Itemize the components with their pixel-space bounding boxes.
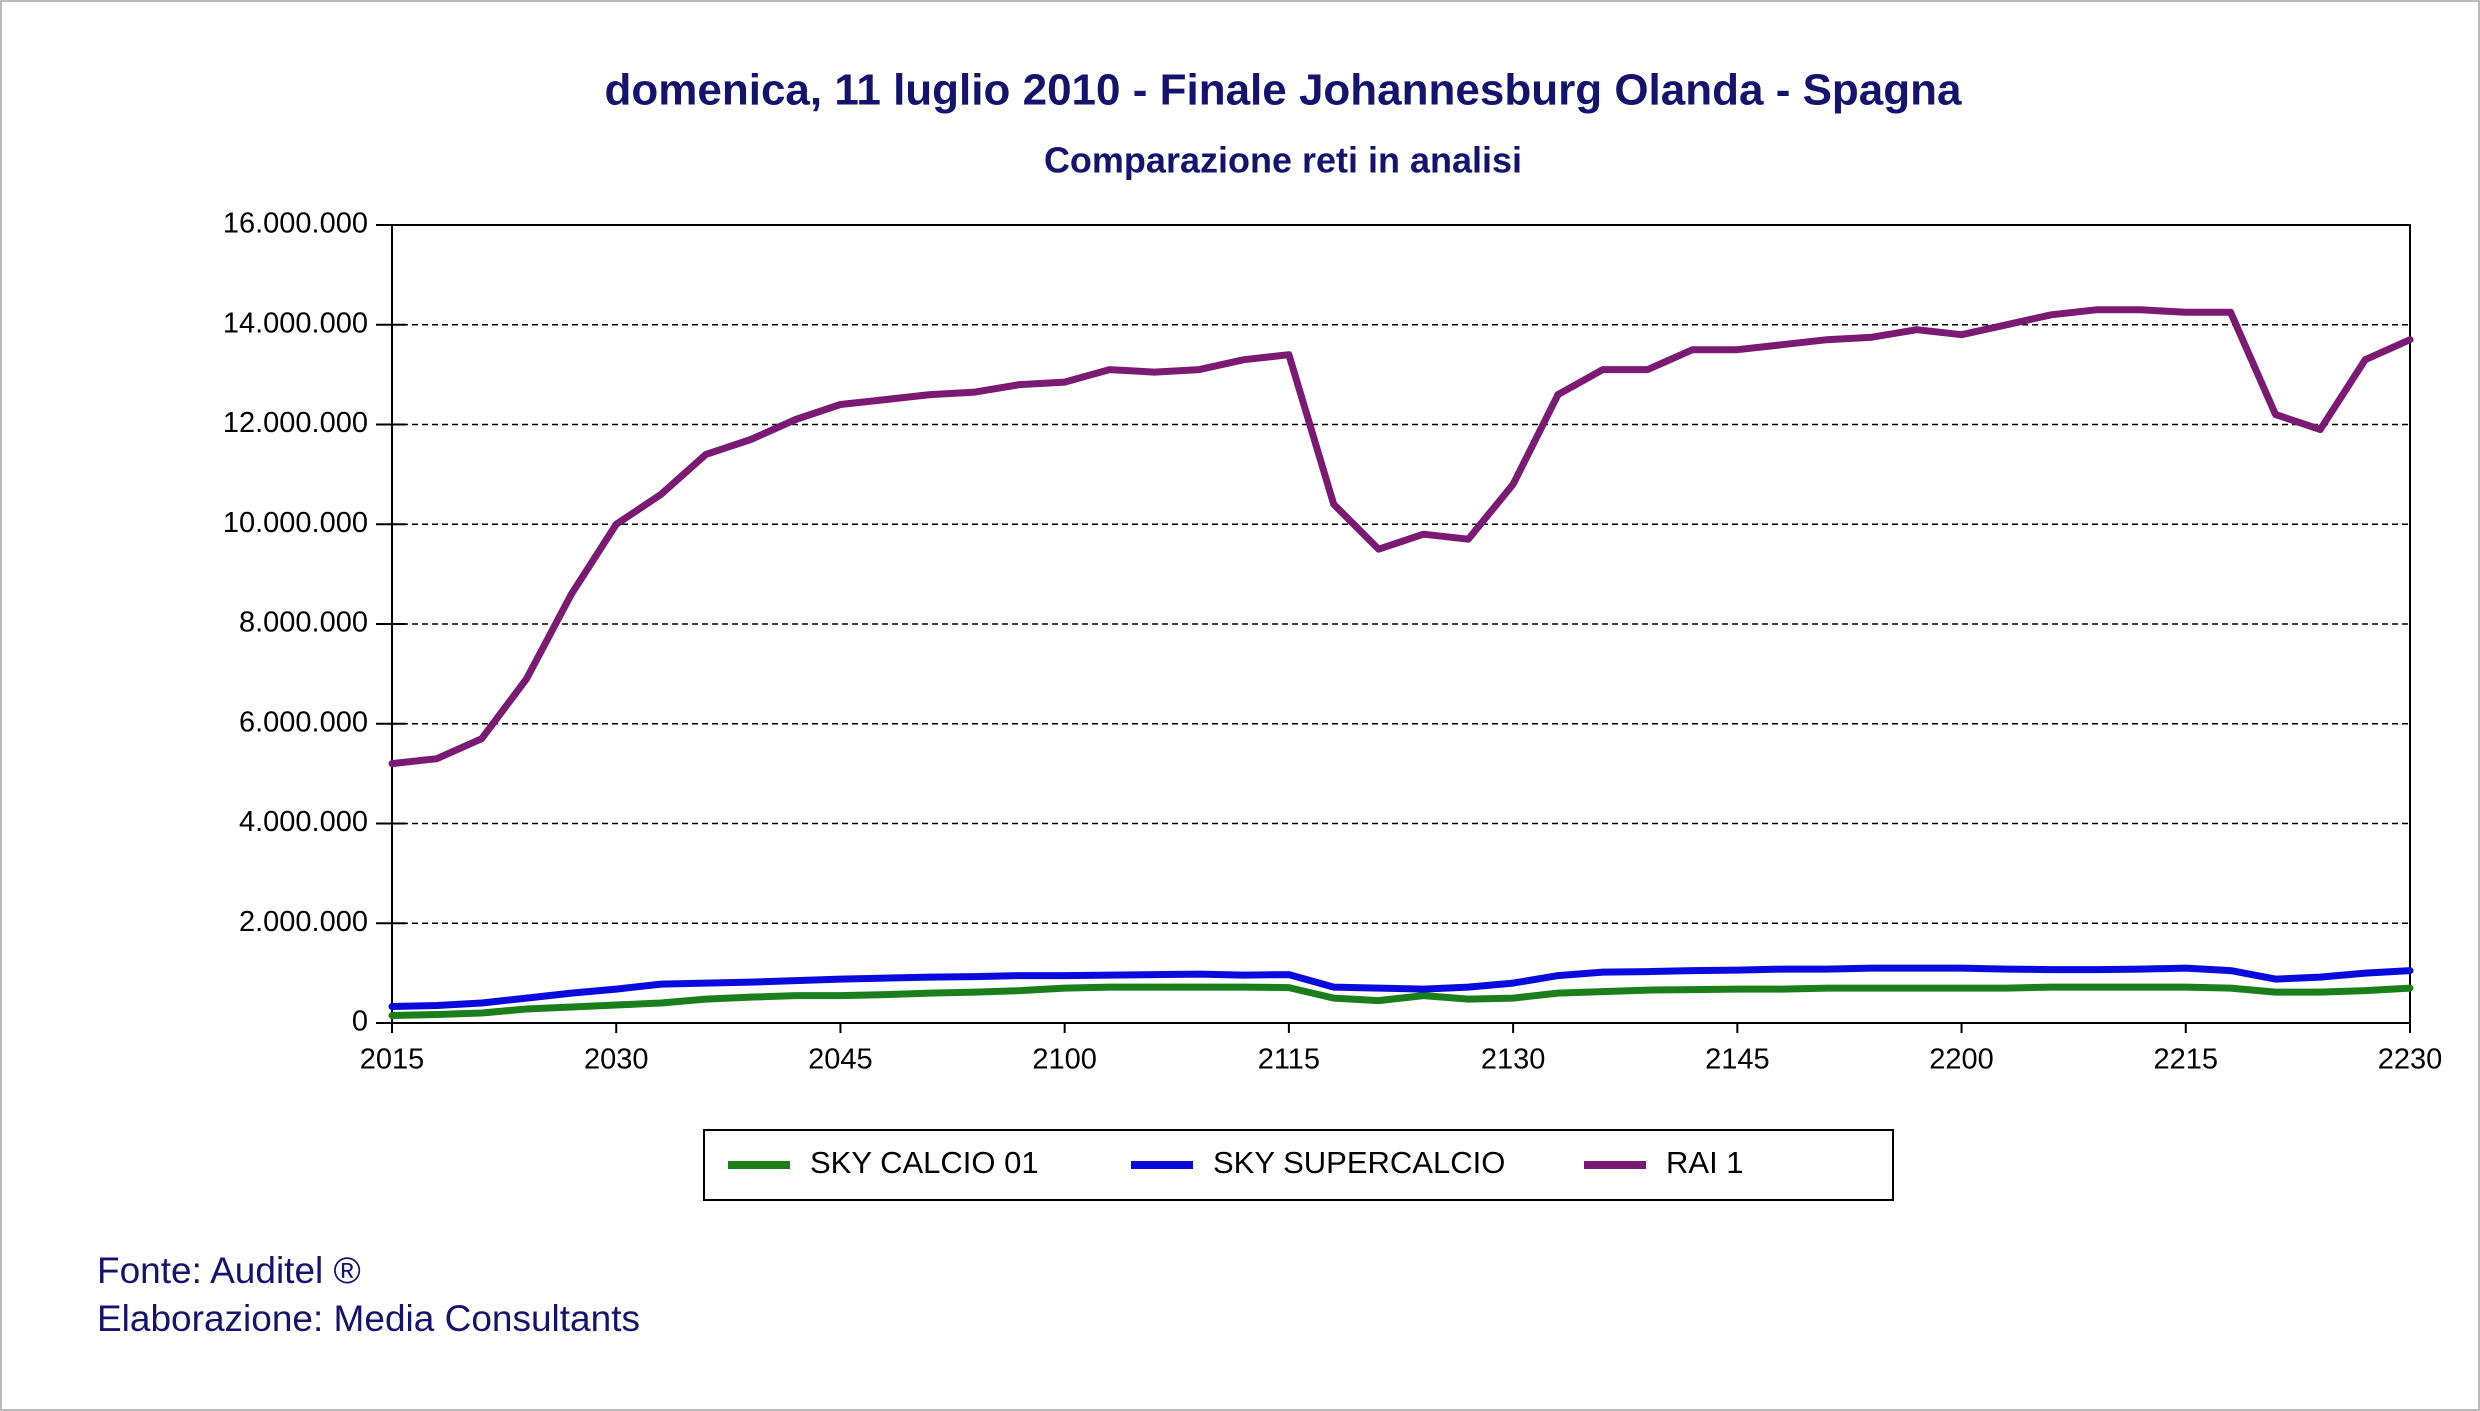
legend-label: SKY SUPERCALCIO <box>1213 1145 1505 1180</box>
x-tick-label: 2115 <box>1258 1044 1320 1076</box>
y-tick-label: 4.000.000 <box>239 806 368 838</box>
x-tick-label: 2215 <box>2154 1044 2219 1076</box>
x-tick-label: 2145 <box>1705 1044 1770 1076</box>
y-tick-label: 12.000.000 <box>223 407 368 439</box>
x-tick-label: 2200 <box>1929 1044 1994 1076</box>
y-tick-label: 10.000.000 <box>223 507 368 539</box>
x-tick-label: 2045 <box>808 1044 873 1076</box>
legend-label: SKY CALCIO 01 <box>810 1145 1039 1180</box>
y-tick-label: 2.000.000 <box>239 906 368 938</box>
credit-note: Elaborazione: Media Consultants <box>97 1298 640 1339</box>
y-tick-label: 8.000.000 <box>239 607 368 639</box>
y-tick-label: 0 <box>352 1006 368 1038</box>
x-tick-label: 2100 <box>1032 1044 1097 1076</box>
x-tick-label: 2015 <box>360 1044 425 1076</box>
x-tick-label: 2230 <box>2378 1044 2443 1076</box>
chart-title: domenica, 11 luglio 2010 - Finale Johann… <box>605 66 1963 115</box>
source-note: Fonte: Auditel ® <box>97 1250 361 1291</box>
legend-box <box>703 1129 1894 1201</box>
chart-subtitle: Comparazione reti in analisi <box>1044 140 1522 181</box>
series-line <box>388 306 2414 768</box>
series-line <box>388 964 2414 1010</box>
series-line <box>388 983 2414 1019</box>
legend-label: RAI 1 <box>1666 1145 1744 1180</box>
y-tick-label: 16.000.000 <box>223 208 368 240</box>
x-tick-label: 2130 <box>1481 1044 1546 1076</box>
x-tick-label: 2030 <box>584 1044 649 1076</box>
y-tick-label: 14.000.000 <box>223 307 368 339</box>
y-tick-label: 6.000.000 <box>239 706 368 738</box>
